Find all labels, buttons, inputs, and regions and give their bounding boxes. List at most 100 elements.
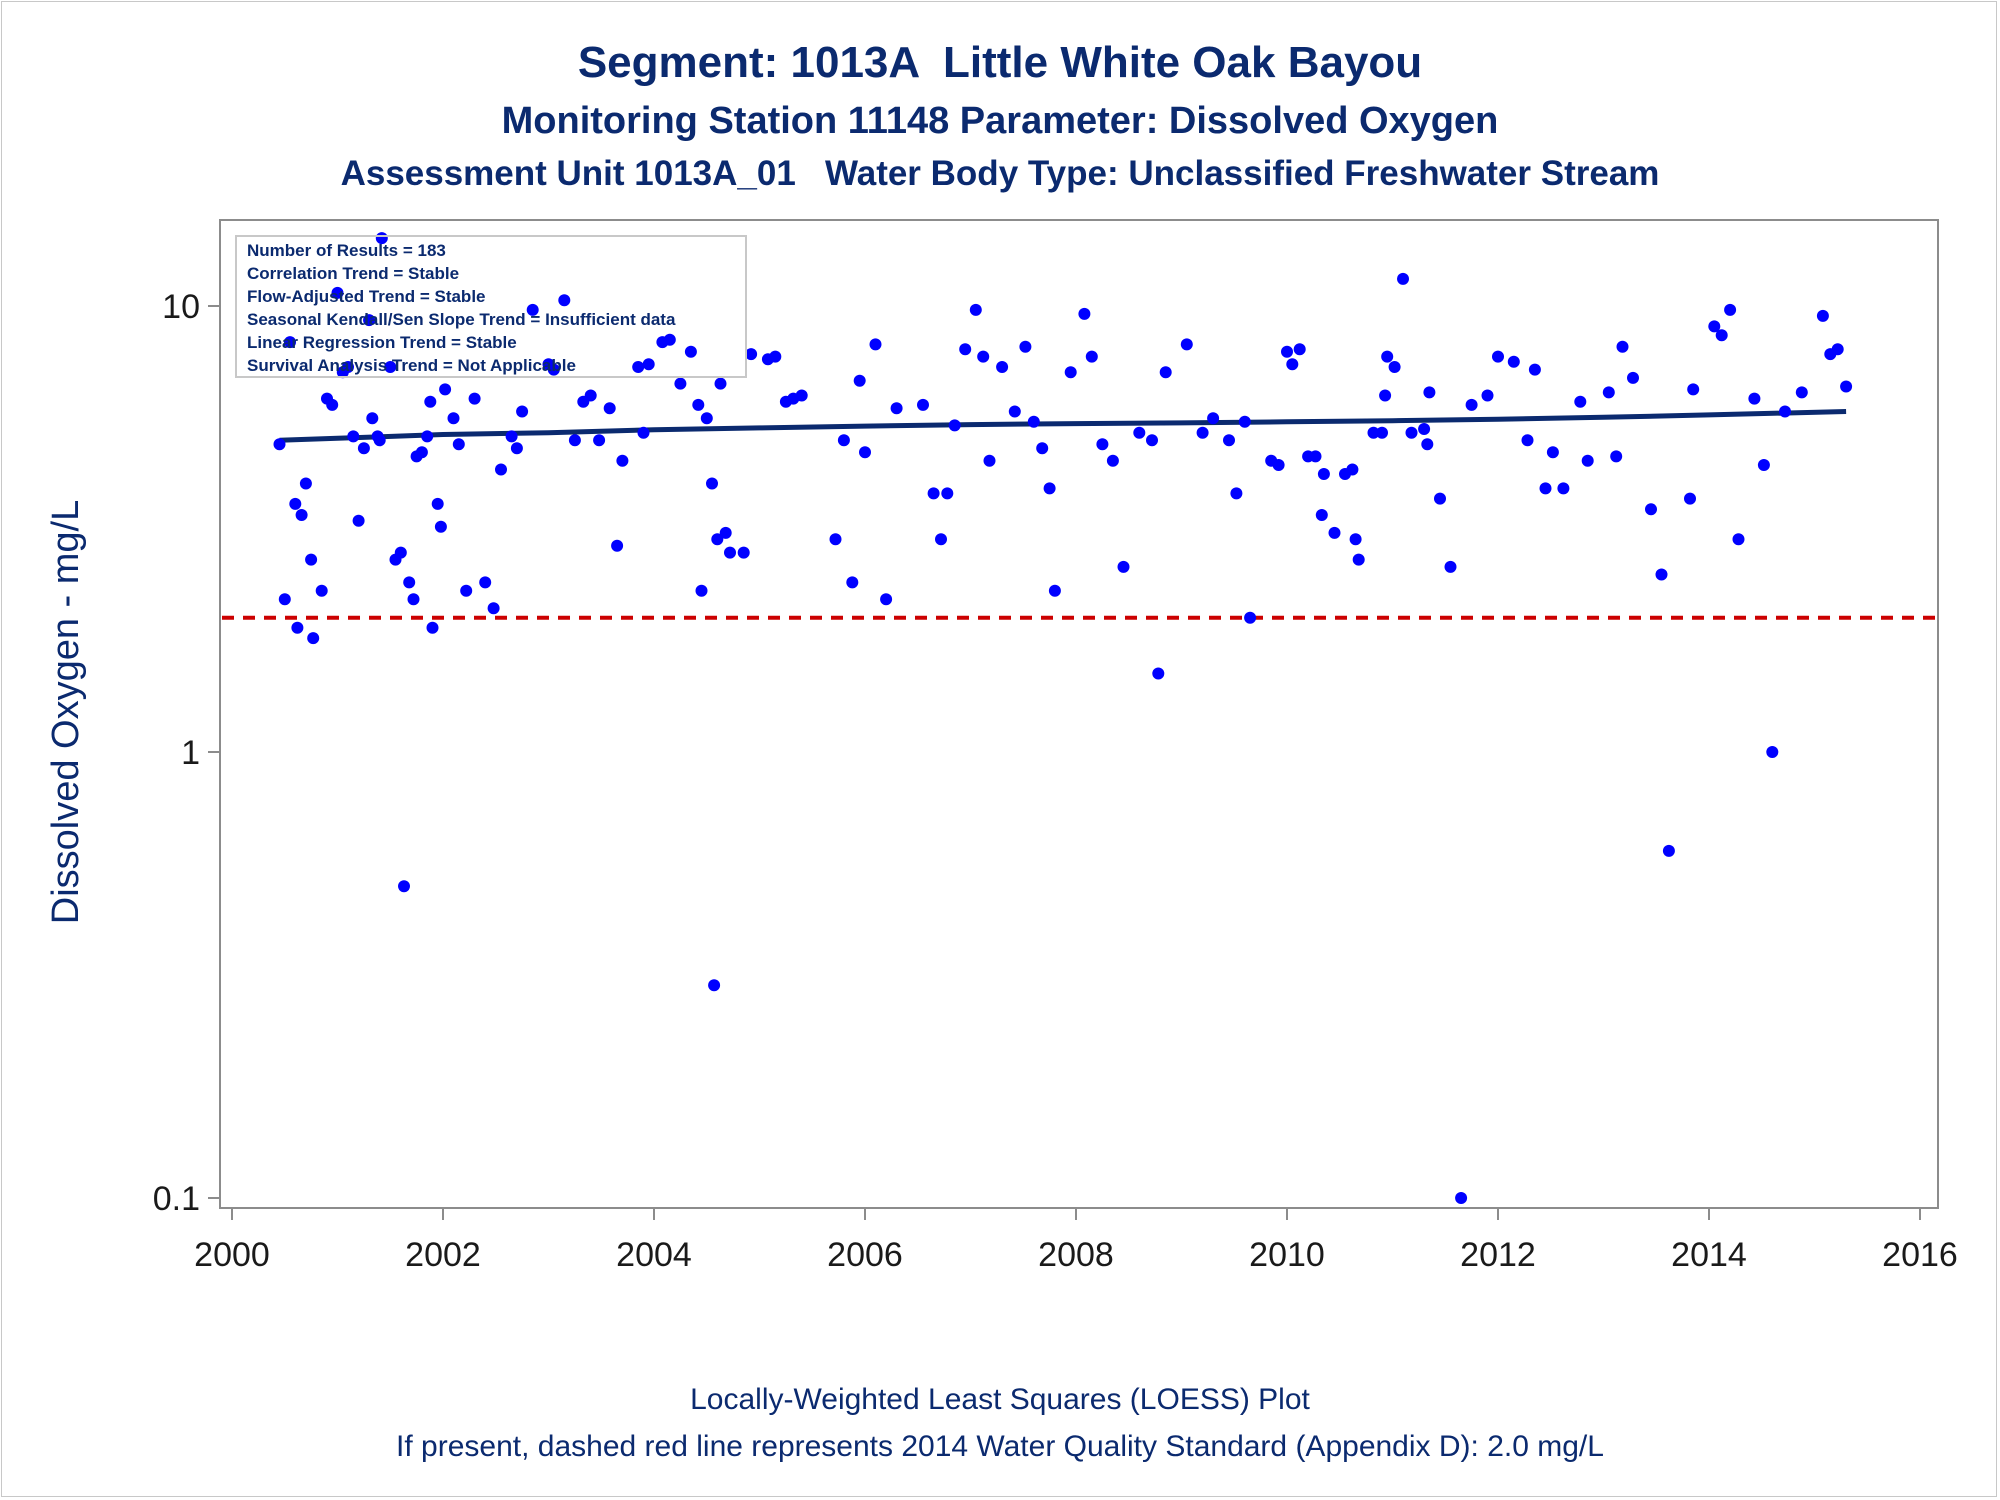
stats-box-line: Linear Regression Trend = Stable (247, 333, 517, 352)
stats-box-line: Flow-Adjusted Trend = Stable (247, 287, 486, 306)
data-point (1085, 350, 1098, 363)
loess-line (279, 409, 1847, 443)
data-point (1328, 526, 1341, 539)
chart-title: Segment: 1013A Little White Oak Bayou (577, 38, 1423, 87)
x-tick-label: 2006 (827, 1236, 903, 1274)
x-tick-label: 2008 (1038, 1236, 1114, 1274)
x-tick-label: 2012 (1460, 1236, 1536, 1274)
data-point (711, 533, 724, 546)
stats-box-line: Seasonal Kendall/Sen Slope Trend = Insuf… (247, 310, 676, 329)
y-tick-label: 0.1 (153, 1180, 200, 1218)
data-point (505, 430, 518, 443)
data-point (1381, 350, 1394, 363)
data-point (1757, 459, 1770, 471)
data-point (890, 402, 903, 415)
y-tick-label: 1 (181, 734, 200, 772)
data-point (434, 520, 447, 533)
data-point (526, 303, 539, 316)
data-point (603, 402, 616, 415)
data-point (299, 477, 312, 490)
data-point (1405, 426, 1418, 439)
data-point (1610, 450, 1623, 463)
data-point (331, 286, 344, 299)
data-point (706, 477, 718, 490)
data-point (295, 509, 308, 521)
data-point (278, 593, 291, 606)
data-point (969, 303, 982, 316)
data-point (642, 358, 655, 371)
data-point (347, 430, 360, 443)
data-point (1418, 423, 1431, 435)
data-point (1096, 438, 1109, 451)
x-tick-label: 2010 (1249, 1236, 1325, 1274)
data-point (415, 446, 428, 459)
data-point (1581, 454, 1594, 467)
stats-box-line: Correlation Trend = Stable (247, 264, 459, 283)
data-point (403, 576, 416, 589)
data-point (1272, 459, 1285, 471)
data-point (853, 374, 866, 387)
x-tick-label: 2000 (194, 1236, 270, 1274)
data-point (394, 546, 407, 559)
data-point (1840, 380, 1853, 393)
data-point (1207, 412, 1220, 425)
data-point (1317, 468, 1330, 480)
data-point (927, 487, 940, 500)
data-point (547, 363, 560, 376)
data-point (1367, 426, 1380, 439)
data-point (273, 438, 286, 451)
data-point (558, 294, 571, 307)
data-point (289, 497, 302, 510)
data-point (935, 533, 947, 546)
data-point (426, 621, 439, 634)
data-point (880, 593, 893, 606)
data-point (584, 389, 597, 402)
data-point (424, 395, 437, 408)
data-point (1388, 361, 1401, 373)
data-point (1152, 667, 1165, 680)
data-point (1655, 568, 1668, 581)
data-point (510, 442, 523, 455)
data-point (1521, 434, 1534, 447)
data-point (1027, 415, 1040, 428)
data-point (695, 584, 708, 597)
data-point (568, 434, 581, 447)
data-point (983, 454, 996, 467)
data-point (637, 426, 650, 439)
data-point (1455, 1192, 1468, 1204)
data-point (795, 389, 808, 402)
data-point (714, 377, 727, 390)
data-point (1238, 415, 1251, 428)
data-point (593, 434, 606, 447)
data-point (1831, 343, 1844, 356)
data-point (1078, 307, 1091, 320)
data-point (674, 377, 687, 390)
data-point (692, 398, 705, 411)
data-point (1539, 482, 1552, 495)
data-point (745, 348, 758, 361)
data-point (1481, 389, 1494, 402)
data-point (1286, 358, 1299, 371)
data-point (1117, 560, 1130, 573)
data-point (1159, 366, 1172, 379)
data-point (342, 361, 354, 373)
data-point (315, 584, 328, 597)
data-point (326, 398, 339, 411)
data-point (452, 438, 465, 451)
data-point (1036, 442, 1049, 455)
data-point (1423, 386, 1436, 399)
data-point (305, 553, 318, 566)
data-point (1616, 340, 1629, 353)
data-point (1684, 492, 1696, 505)
data-point (468, 392, 481, 405)
data-point (1376, 426, 1388, 439)
data-point (1106, 454, 1119, 467)
plot-area (219, 219, 1939, 1209)
data-point (431, 497, 444, 510)
stats-box-line: Survival Analysis Trend = Not Applicable (247, 356, 576, 375)
chart-subtitle-station: Monitoring Station 11148 Parameter: Diss… (501, 100, 1499, 142)
x-tick-label: 2016 (1882, 1236, 1958, 1274)
data-point (407, 593, 420, 606)
data-point (352, 514, 365, 527)
